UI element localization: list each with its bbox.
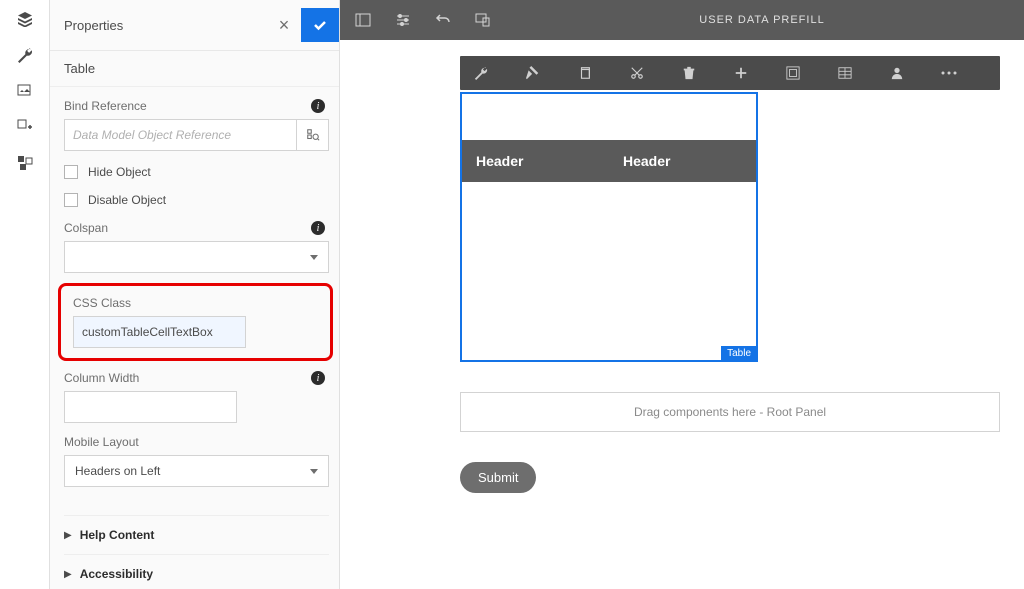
hide-object-checkbox[interactable]: Hide Object: [64, 165, 329, 179]
component-tag: Table: [721, 346, 757, 361]
help-content-accordion[interactable]: ▶ Help Content: [64, 515, 329, 554]
mobile-layout-label: Mobile Layout: [64, 435, 139, 449]
info-icon[interactable]: i: [311, 221, 325, 235]
disable-object-checkbox[interactable]: Disable Object: [64, 193, 329, 207]
help-content-label: Help Content: [80, 528, 155, 542]
bind-reference-input[interactable]: [64, 119, 297, 151]
undo-icon[interactable]: [434, 11, 452, 29]
column-width-label: Column Width: [64, 371, 139, 385]
bind-reference-label: Bind Reference: [64, 99, 147, 113]
browse-icon[interactable]: [297, 119, 329, 151]
person-icon[interactable]: [888, 64, 906, 82]
device-icon[interactable]: [474, 11, 492, 29]
submit-button[interactable]: Submit: [460, 462, 536, 493]
column-width-input[interactable]: [64, 391, 237, 423]
table-icon[interactable]: [836, 64, 854, 82]
chevron-right-icon: ▶: [64, 569, 72, 580]
cut-icon[interactable]: [628, 64, 646, 82]
main-area: USER DATA PREFILL Header Header Table Dr…: [340, 0, 1024, 589]
add-component-icon[interactable]: [16, 118, 34, 136]
plus-icon[interactable]: [732, 64, 750, 82]
data-sources-icon[interactable]: [16, 154, 34, 172]
colspan-select[interactable]: [64, 241, 329, 273]
css-class-label: CSS Class: [73, 296, 131, 310]
mobile-layout-select[interactable]: Headers on Left: [64, 455, 329, 487]
panel-header: Properties ×: [50, 0, 339, 51]
checkbox-icon: [64, 165, 78, 179]
panel-title: Properties: [64, 18, 123, 33]
component-type-label: Table: [50, 51, 339, 87]
wrench-icon[interactable]: [16, 46, 34, 64]
mobile-layout-value: Headers on Left: [75, 464, 160, 478]
copy-icon[interactable]: [576, 64, 594, 82]
css-class-input[interactable]: [73, 316, 246, 348]
table-component[interactable]: Header Header Table: [460, 92, 758, 362]
info-icon[interactable]: i: [311, 371, 325, 385]
accessibility-label: Accessibility: [80, 567, 153, 581]
confirm-button[interactable]: [301, 8, 339, 42]
table-header-1[interactable]: Header: [462, 140, 609, 182]
more-icon[interactable]: [940, 64, 958, 82]
assets-icon[interactable]: [16, 82, 34, 100]
canvas: Header Header Table Drag components here…: [340, 40, 1024, 589]
colspan-label: Colspan: [64, 221, 108, 235]
page-title: USER DATA PREFILL: [514, 14, 1010, 26]
info-icon[interactable]: i: [311, 99, 325, 113]
hide-object-label: Hide Object: [88, 165, 151, 179]
layers-icon[interactable]: [16, 10, 34, 28]
root-panel-drop-zone[interactable]: Drag components here - Root Panel: [460, 392, 1000, 432]
checkbox-icon: [64, 193, 78, 207]
left-rail: [0, 0, 50, 589]
drop-zone-label: Drag components here - Root Panel: [634, 405, 826, 419]
component-toolbar: [460, 56, 1000, 90]
accessibility-accordion[interactable]: ▶ Accessibility: [64, 554, 329, 589]
properties-panel: Properties × Table Bind Reference i Hide…: [50, 0, 340, 589]
css-class-highlight: CSS Class: [58, 283, 333, 361]
table-header-2[interactable]: Header: [609, 140, 756, 182]
group-icon[interactable]: [784, 64, 802, 82]
close-icon[interactable]: ×: [267, 8, 301, 42]
wrench-icon[interactable]: [472, 64, 490, 82]
delete-icon[interactable]: [680, 64, 698, 82]
gavel-icon[interactable]: [524, 64, 542, 82]
settings-sliders-icon[interactable]: [394, 11, 412, 29]
top-bar: USER DATA PREFILL: [340, 0, 1024, 40]
disable-object-label: Disable Object: [88, 193, 166, 207]
side-panel-icon[interactable]: [354, 11, 372, 29]
chevron-right-icon: ▶: [64, 530, 72, 541]
panel-scroll[interactable]: Bind Reference i Hide Object Disable Obj…: [50, 87, 339, 589]
